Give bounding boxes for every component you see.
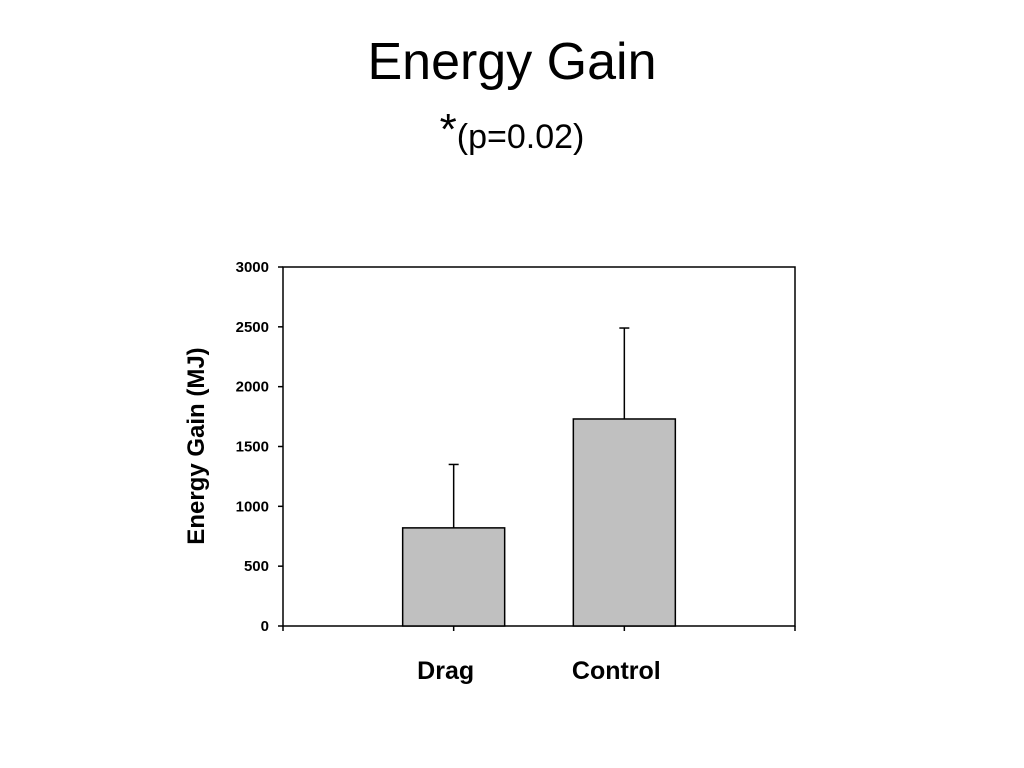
p-value: (p=0.02) [456,118,585,156]
bar-drag [401,527,506,627]
y-tick-label: 0 [261,618,269,635]
y-axis-title: Energy Gain (MJ) [183,347,210,544]
y-tick-label: 1500 [236,439,269,456]
significance-note: *(p=0.02) [0,100,1024,174]
x-category-label: Control [572,657,661,685]
y-tick-label: 500 [244,558,269,575]
y-tick-label: 2500 [236,319,269,336]
y-tick-label: 2000 [236,379,269,396]
bar-control [572,418,677,627]
plot-frame [282,266,796,627]
slide-title: Energy Gain [367,33,657,91]
x-category-label: Drag [417,657,474,685]
y-tick-label: 3000 [236,259,269,276]
y-tick-label: 1000 [236,498,269,515]
significance-star: * [439,105,457,154]
